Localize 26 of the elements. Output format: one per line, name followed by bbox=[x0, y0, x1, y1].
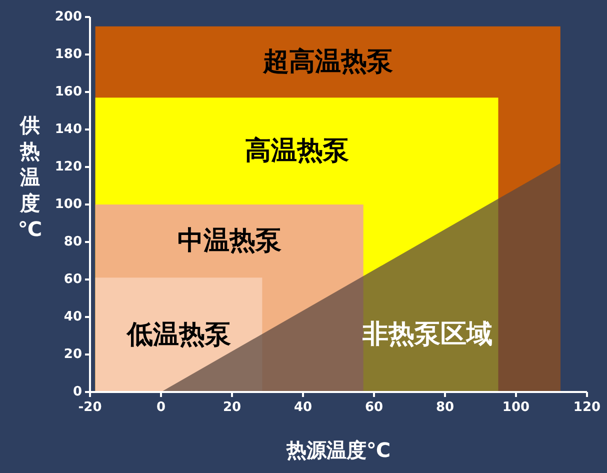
y-tick-label: 120 bbox=[54, 160, 82, 174]
y-tick-label: 100 bbox=[54, 197, 82, 212]
x-tick-label: 100 bbox=[502, 400, 530, 415]
series-label: 低温热泵 bbox=[126, 320, 232, 350]
series-label: 非热泵区域 bbox=[361, 320, 492, 350]
series-label: 超高温热泵 bbox=[262, 47, 394, 77]
y-tick-label: 200 bbox=[54, 10, 82, 24]
y-tick-label: 160 bbox=[54, 84, 82, 100]
x-tick-label: 120 bbox=[573, 400, 601, 415]
y-tick-label: 60 bbox=[64, 272, 82, 287]
y-tick-label: 20 bbox=[64, 347, 82, 362]
y-tick-label: 140 bbox=[54, 122, 82, 137]
y-tick-label: 80 bbox=[64, 234, 82, 250]
x-tick-label: 80 bbox=[436, 400, 454, 415]
x-tick-label: 40 bbox=[294, 400, 312, 415]
series-label: 高温热泵 bbox=[244, 136, 350, 166]
y-tick-label: 0 bbox=[72, 384, 82, 400]
x-tick-label: 20 bbox=[222, 400, 242, 415]
series-label: 中温热泵 bbox=[177, 226, 282, 256]
x-tick-label: 60 bbox=[364, 400, 384, 415]
y-axis-title: 供热温度℃ bbox=[18, 113, 42, 241]
x-tick-label: 0 bbox=[156, 400, 166, 415]
y-tick-label: 180 bbox=[54, 47, 82, 62]
x-axis-title: 热源温度℃ bbox=[285, 438, 391, 462]
y-tick-label: 40 bbox=[64, 310, 82, 324]
x-tick-label: -20 bbox=[78, 400, 102, 415]
